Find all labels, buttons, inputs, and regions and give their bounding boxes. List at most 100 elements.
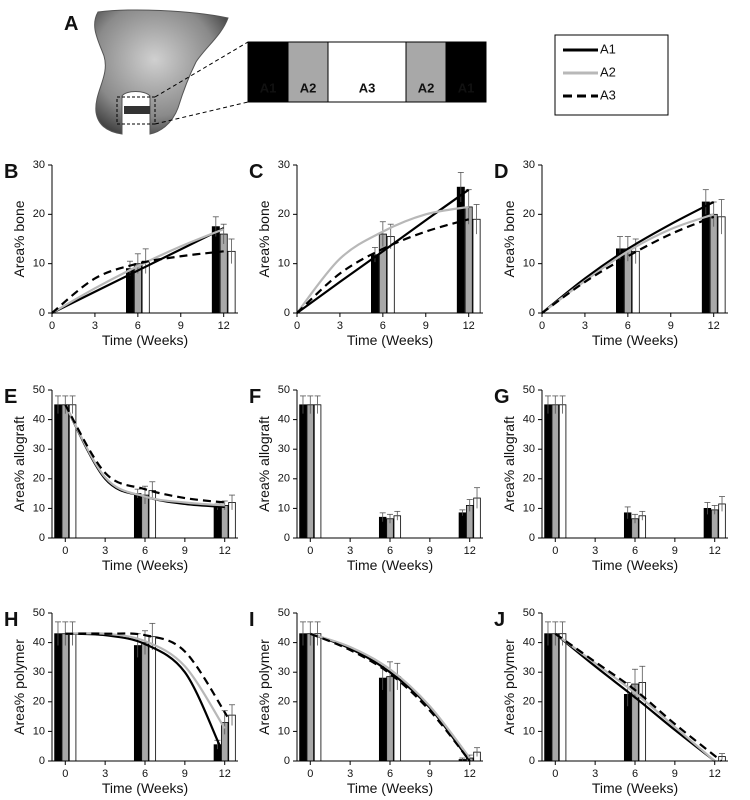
y-tick-label: 0: [284, 532, 290, 544]
y-tick-label: 30: [33, 443, 45, 455]
x-tick-label: 3: [92, 320, 98, 332]
chart: H Area% polymer Time (Weeks) 0 10 20 30 40 50 0 3 6…: [4, 607, 238, 796]
y-tick-label: 30: [523, 666, 535, 678]
bar: [141, 642, 149, 762]
error-bar: [220, 223, 227, 244]
x-tick-label: 12: [463, 320, 475, 332]
x-tick-label: 6: [632, 768, 638, 780]
bar: [551, 633, 560, 762]
panel-label: H: [4, 609, 18, 631]
y-tick-label: 10: [278, 502, 290, 514]
panel-label: E: [4, 386, 17, 408]
y-tick-label: 10: [523, 258, 535, 270]
x-tick-label: 6: [380, 320, 386, 332]
segment-label: A2: [418, 80, 435, 95]
segment-label: A3: [359, 80, 376, 95]
y-tick-label: 40: [278, 637, 290, 649]
y-axis-label: Area% allograft: [501, 416, 517, 512]
error-bar: [457, 171, 464, 202]
bar: [544, 404, 552, 539]
fit-curve: [51, 228, 225, 314]
x-tick-label: 0: [552, 768, 558, 780]
error-bar: [624, 506, 631, 519]
bar: [709, 213, 718, 314]
y-tick-label: 50: [33, 607, 45, 619]
y-tick-label: 40: [33, 637, 45, 649]
x-tick-label: 3: [592, 768, 598, 780]
y-tick-label: 50: [523, 384, 535, 396]
error-bar: [379, 512, 386, 522]
x-tick-label: 12: [219, 545, 231, 557]
segments: A1 A2 A3 A2 A1: [247, 41, 487, 103]
chart: E Area% allograft Time (Weeks) 0 10 20 30 40 50 0…: [4, 384, 238, 573]
y-tick-label: 50: [523, 607, 535, 619]
legend-label: A2: [600, 64, 616, 79]
y-tick-label: 20: [523, 208, 535, 220]
fit-curve: [64, 404, 225, 507]
bar: [220, 505, 229, 539]
y-tick-label: 50: [278, 384, 290, 396]
y-tick-label: 10: [278, 725, 290, 737]
x-tick-label: 3: [347, 768, 353, 780]
y-tick-label: 0: [284, 307, 290, 319]
x-tick-label: 0: [49, 320, 55, 332]
y-axis-label: Area% polymer: [501, 639, 517, 735]
x-tick-label: 0: [307, 768, 313, 780]
segment-label: A1: [260, 80, 277, 95]
x-tick-label: 0: [294, 320, 300, 332]
bar: [148, 636, 157, 762]
x-tick-label: 12: [709, 768, 721, 780]
panel-label: C: [249, 161, 263, 183]
fit-curve: [541, 213, 715, 314]
x-tick-label: 6: [142, 768, 148, 780]
y-tick-label: 10: [523, 502, 535, 514]
error-bar: [387, 513, 393, 524]
x-tick-label: 12: [709, 545, 721, 557]
error-bar: [299, 395, 306, 414]
y-axis-label: Area% allograft: [256, 416, 272, 512]
y-tick-label: 40: [278, 414, 290, 426]
bar: [54, 633, 62, 762]
y-tick-label: 20: [33, 696, 45, 708]
panel-label: I: [249, 609, 255, 631]
error-bar: [474, 487, 481, 509]
error-bar: [228, 238, 235, 264]
bar: [68, 633, 77, 762]
segment: [287, 41, 329, 103]
bar: [61, 633, 70, 762]
bar: [61, 404, 70, 539]
y-tick-label: 0: [284, 755, 290, 767]
x-axis-label: Time (Weeks): [592, 780, 678, 796]
y-tick-label: 20: [278, 208, 290, 220]
bar: [458, 512, 467, 539]
error-bar: [229, 704, 236, 726]
fit-curve: [296, 218, 469, 314]
x-axis-label: Time (Weeks): [102, 332, 188, 348]
error-bar: [307, 395, 314, 414]
error-bar: [474, 747, 481, 757]
x-tick-label: 0: [62, 545, 68, 557]
bar: [313, 633, 322, 762]
y-tick-label: 10: [33, 725, 45, 737]
bar: [378, 677, 387, 762]
y-tick-label: 0: [529, 307, 535, 319]
panel-label: D: [494, 161, 508, 183]
bar: [299, 404, 307, 539]
y-axis-label: Area% allograft: [11, 416, 27, 512]
x-tick-label: 9: [427, 545, 433, 557]
error-bar: [704, 502, 711, 515]
y-tick-label: 20: [523, 696, 535, 708]
x-tick-label: 3: [102, 768, 108, 780]
y-tick-label: 20: [523, 473, 535, 485]
panel-label: F: [249, 386, 261, 408]
bar: [551, 404, 560, 539]
bar: [558, 404, 567, 539]
x-tick-label: 6: [387, 768, 393, 780]
y-tick-label: 10: [278, 258, 290, 270]
x-tick-label: 12: [219, 768, 231, 780]
x-tick-label: 9: [668, 320, 674, 332]
error-bar: [639, 510, 646, 521]
bar: [313, 404, 322, 539]
segment-label: A2: [300, 80, 317, 95]
x-tick-label: 12: [218, 320, 230, 332]
